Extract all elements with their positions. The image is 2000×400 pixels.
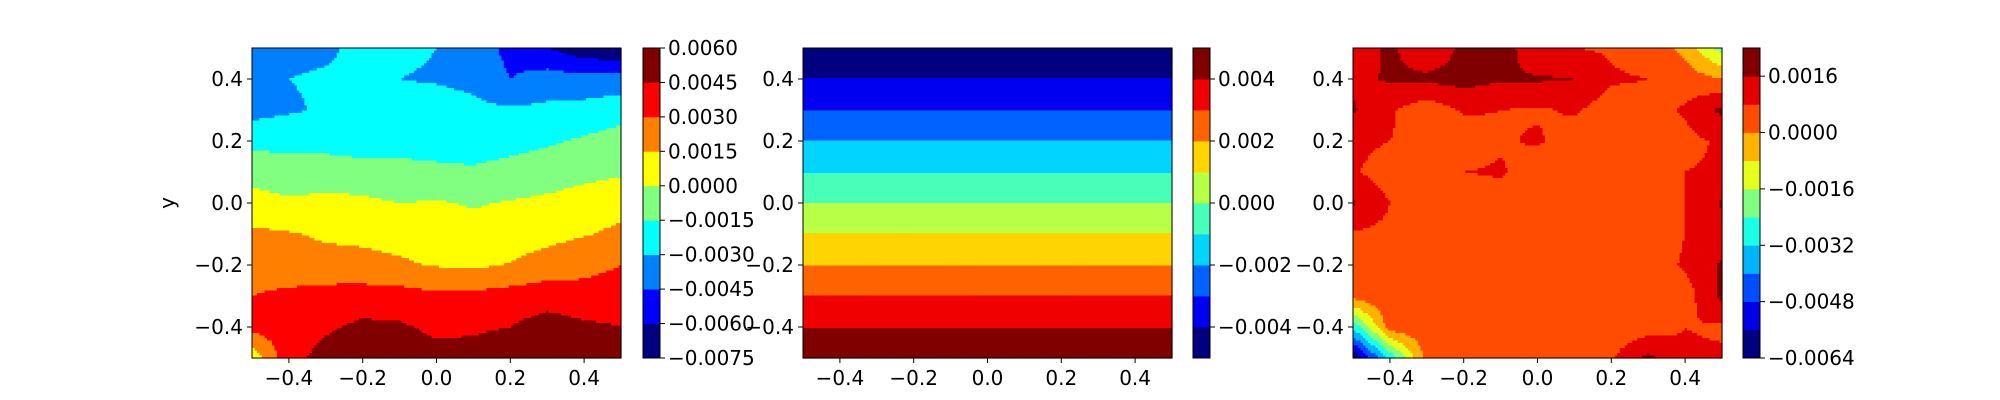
colorbar-band bbox=[1743, 217, 1760, 246]
x-axis-label: x bbox=[982, 393, 994, 400]
colorbar-tick-label: −0.0064 bbox=[1768, 346, 1855, 370]
x-tick-label: 0.2 bbox=[1595, 366, 1627, 390]
y-tick-label: −0.4 bbox=[1295, 315, 1344, 339]
y-axis-label: y bbox=[155, 197, 179, 209]
x-tick-label: −0.2 bbox=[1439, 366, 1488, 390]
y-tick-label: 0.2 bbox=[762, 129, 794, 153]
colorbar-band bbox=[1193, 110, 1210, 142]
colorbar-tick-label: −0.0048 bbox=[1768, 290, 1855, 314]
colorbar-band bbox=[1743, 301, 1760, 331]
colorbar-tick-label: 0.0016 bbox=[1768, 64, 1838, 88]
colorbar-band bbox=[643, 116, 660, 152]
y-tick-label: 0.0 bbox=[1312, 191, 1344, 215]
y-tick-label: −0.4 bbox=[194, 315, 243, 339]
x-tick-label: −0.2 bbox=[338, 366, 387, 390]
x-tick-label: −0.4 bbox=[1366, 366, 1415, 390]
y-tick-label: 0.2 bbox=[1312, 129, 1344, 153]
colorbar-tick-label: −0.0030 bbox=[668, 243, 755, 267]
x-tick-label: 0.4 bbox=[1669, 366, 1701, 390]
colorbar-band bbox=[1193, 234, 1210, 266]
colorbar-tick-label: 0.000 bbox=[1218, 191, 1275, 215]
y-tick-label: 0.0 bbox=[762, 191, 794, 215]
colorbar-band bbox=[643, 185, 660, 221]
y-tick-label: −0.4 bbox=[745, 315, 794, 339]
colorbar-band bbox=[1743, 188, 1760, 218]
x-tick-label: 0.4 bbox=[568, 366, 600, 390]
contour-fill bbox=[252, 48, 622, 359]
colorbar-tick-label: 0.0000 bbox=[1768, 121, 1838, 145]
colorbar-tick-label: −0.0016 bbox=[1768, 177, 1855, 201]
contour-panel-1: −0.4 −0.2 0.0 0.2 0.4 −0.4 −0.2 0.0 0.2 0.4 x y −0.0… bbox=[155, 36, 755, 400]
x-tick-label: 0.4 bbox=[1119, 366, 1151, 390]
x-axis-label: x bbox=[1532, 393, 1544, 400]
y-tick-label: −0.2 bbox=[745, 253, 794, 277]
colorbar-band bbox=[1193, 48, 1210, 80]
colorbar-tick-label: 0.004 bbox=[1218, 67, 1275, 91]
colorbar: −0.0064 −0.0048 −0.0032 −0.0016 0.0000 0.0016 bbox=[1742, 47, 1855, 370]
y-tick-label: −0.2 bbox=[1295, 253, 1344, 277]
colorbar-tick-label: −0.0045 bbox=[668, 277, 755, 301]
colorbar-tick-label: 0.0030 bbox=[668, 105, 738, 129]
contour-panel-2: −0.4 −0.2 0.0 0.2 0.4 −0.4 −0.2 0.0 0.2 0.4 x −0.00… bbox=[745, 47, 1292, 400]
colorbar-band bbox=[1743, 273, 1760, 303]
colorbar-tick-label: 0.0015 bbox=[668, 139, 738, 163]
x-tick-label: 0.0 bbox=[1522, 366, 1554, 390]
colorbar-band bbox=[1743, 160, 1760, 190]
y-tick-label: 0.4 bbox=[211, 67, 243, 91]
colorbar-band bbox=[1193, 265, 1210, 297]
colorbar-band bbox=[1743, 245, 1760, 274]
colorbar-tick-label: −0.0032 bbox=[1768, 233, 1855, 257]
colorbar-band bbox=[643, 220, 660, 256]
colorbar-band bbox=[1743, 104, 1760, 133]
y-tick-label: 0.2 bbox=[211, 129, 243, 153]
colorbar-tick-label: −0.0015 bbox=[668, 208, 755, 232]
colorbar-band bbox=[1193, 327, 1210, 359]
x-tick-label: 0.2 bbox=[494, 366, 526, 390]
colorbar-frame bbox=[1742, 47, 1761, 359]
colorbar-tick-label: 0.002 bbox=[1218, 129, 1275, 153]
colorbar-band bbox=[643, 323, 660, 359]
colorbar-band bbox=[1193, 79, 1210, 111]
x-tick-label: −0.4 bbox=[265, 366, 314, 390]
colorbar-frame bbox=[642, 47, 661, 359]
y-tick-label: 0.4 bbox=[1312, 67, 1344, 91]
colorbar: −0.0075 −0.0060 −0.0045 −0.0030 −0.0015 0.000… bbox=[642, 36, 755, 370]
colorbar-band bbox=[1193, 172, 1210, 204]
colorbar-band bbox=[643, 151, 660, 187]
y-tick-label: 0.4 bbox=[762, 67, 794, 91]
colorbar-band bbox=[1743, 76, 1760, 105]
colorbar-band bbox=[1743, 132, 1760, 162]
colorbar-tick-label: −0.0075 bbox=[668, 346, 755, 370]
colorbar-band bbox=[643, 48, 660, 83]
x-tick-label: 0.0 bbox=[421, 366, 453, 390]
colorbar-tick-label: 0.0000 bbox=[668, 174, 738, 198]
colorbar-band bbox=[1193, 141, 1210, 173]
colorbar-band bbox=[1743, 48, 1760, 77]
colorbar-band bbox=[1193, 203, 1210, 235]
contour-fill bbox=[1353, 48, 1723, 359]
colorbar-tick-label: 0.0060 bbox=[668, 36, 738, 60]
x-axis-label: x bbox=[431, 393, 443, 400]
colorbar-tick-label: −0.004 bbox=[1218, 315, 1292, 339]
x-tick-label: −0.2 bbox=[889, 366, 938, 390]
y-tick-label: −0.2 bbox=[194, 253, 243, 277]
contour-fill bbox=[803, 48, 1173, 359]
x-tick-label: −0.4 bbox=[816, 366, 865, 390]
colorbar-tick-label: −0.002 bbox=[1218, 253, 1292, 277]
y-tick-label: 0.0 bbox=[211, 191, 243, 215]
colorbar-band bbox=[643, 254, 660, 290]
x-tick-label: 0.0 bbox=[972, 366, 1004, 390]
colorbar-band bbox=[1193, 296, 1210, 328]
colorbar-band bbox=[643, 289, 660, 324]
colorbar-band bbox=[643, 82, 660, 118]
colorbar: −0.004 −0.002 0.000 0.002 0.004 bbox=[1192, 47, 1292, 359]
colorbar-tick-label: 0.0045 bbox=[668, 70, 738, 94]
colorbar-band bbox=[1743, 329, 1760, 359]
contour-panel-3: −0.4 −0.2 0.0 0.2 0.4 −0.4 −0.2 0.0 0.2 0.4 x −0.00… bbox=[1295, 47, 1855, 400]
x-tick-label: 0.2 bbox=[1045, 366, 1077, 390]
colorbar-tick-label: −0.0060 bbox=[668, 312, 755, 336]
